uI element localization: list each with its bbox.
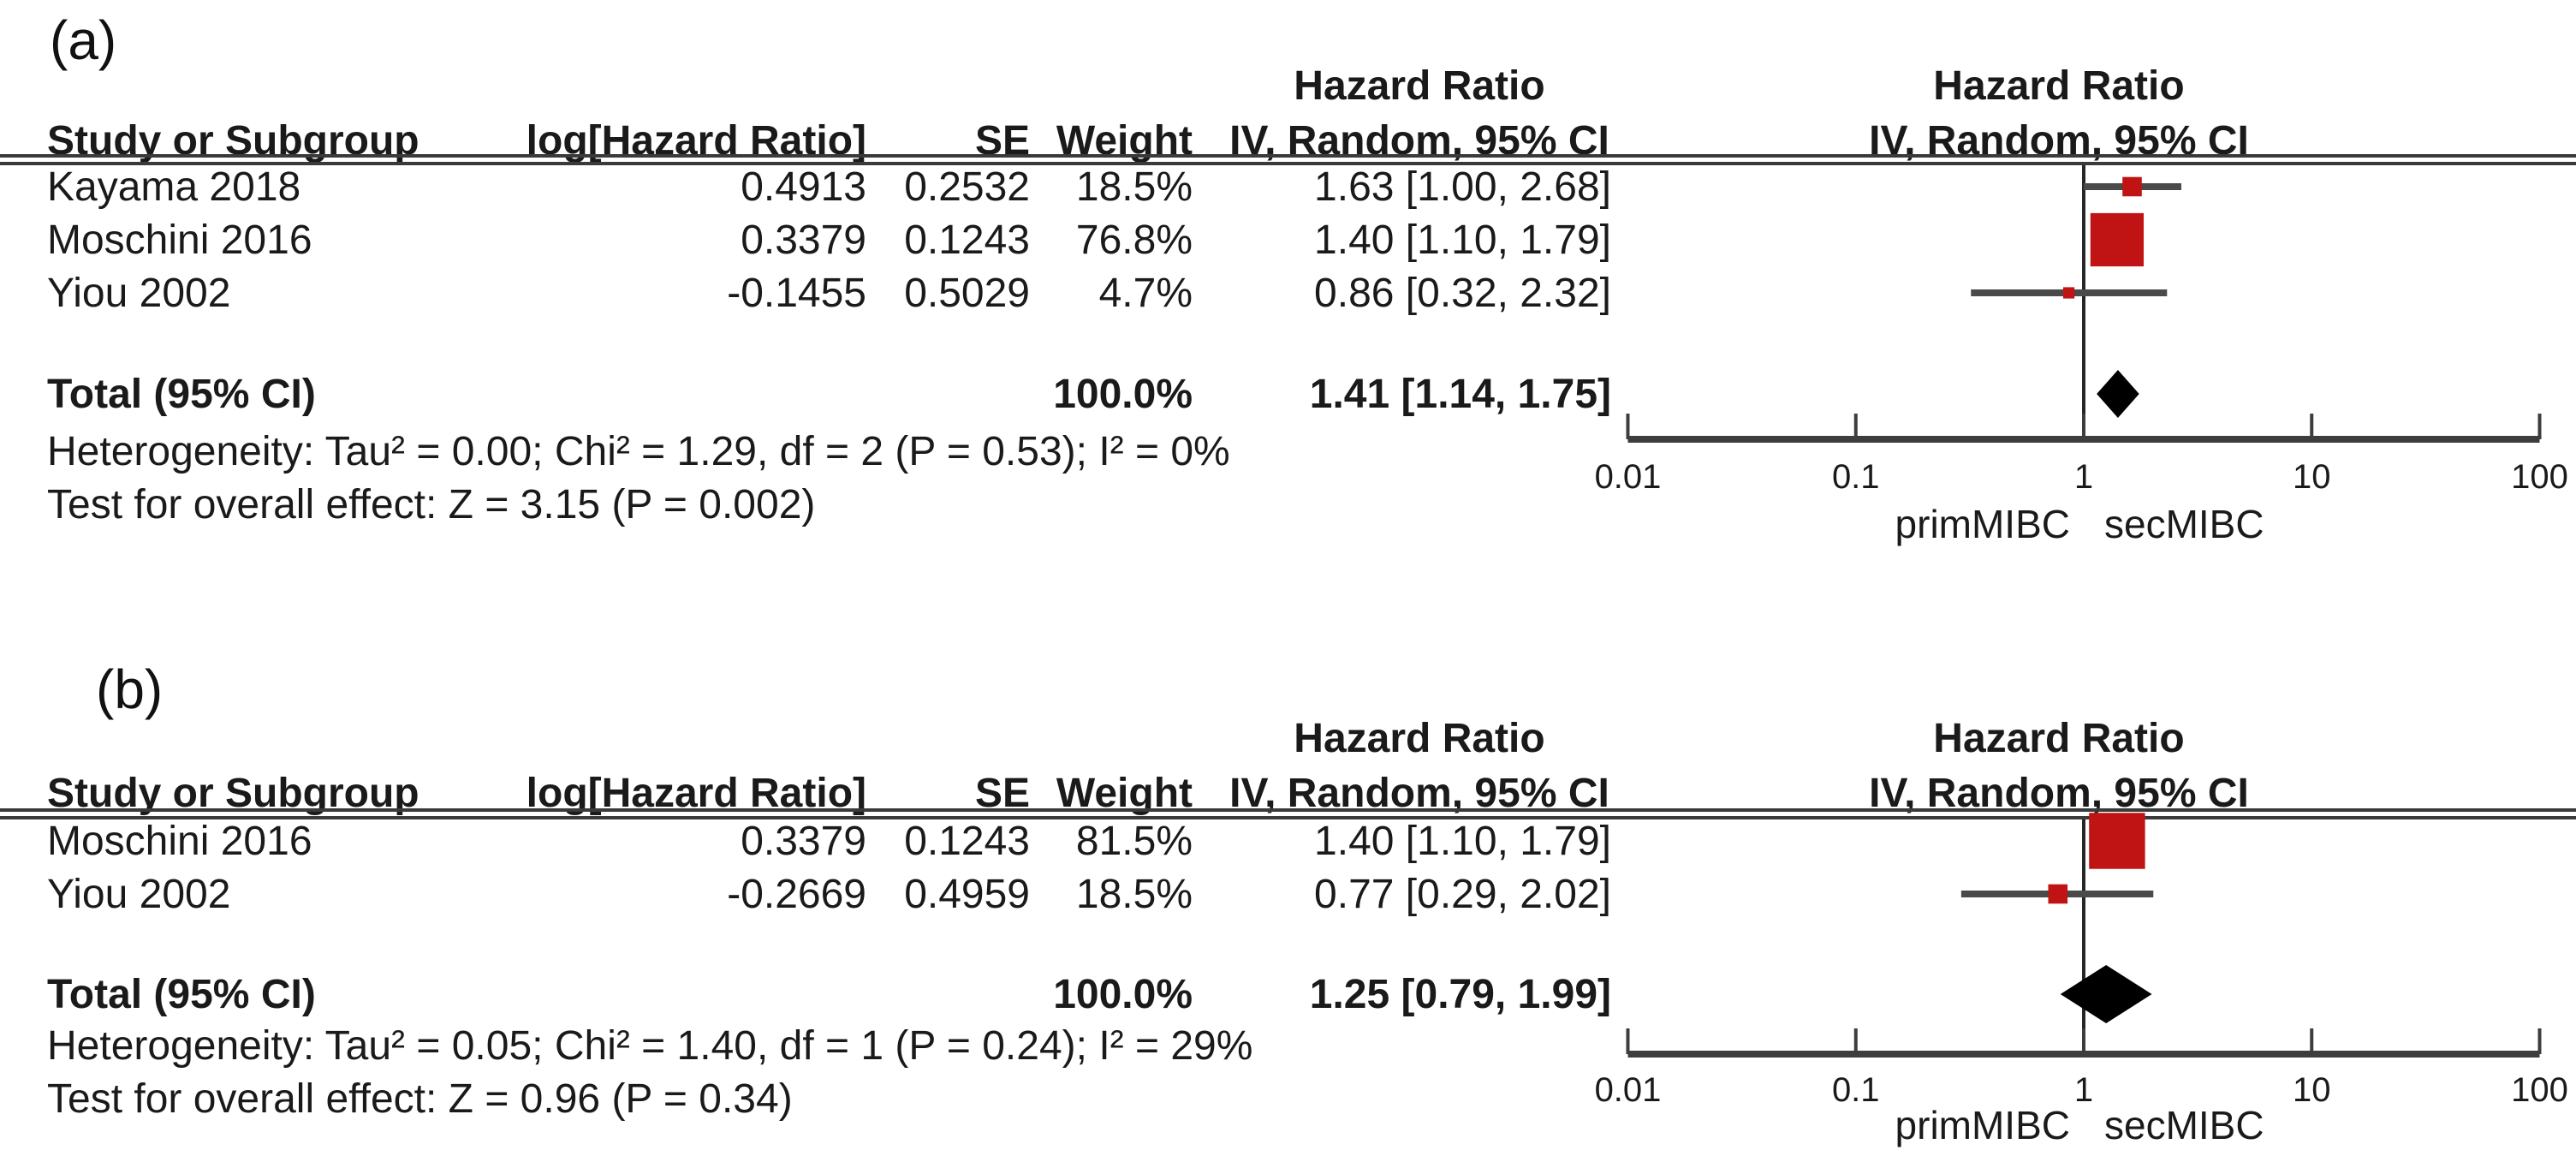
- study-name: Moschini 2016: [47, 819, 312, 864]
- loghr-value: 0.3379: [741, 217, 866, 263]
- ci-value: 1.40 [1.10, 1.79]: [1314, 819, 1611, 864]
- x-axis-tick-label: 10: [2293, 458, 2331, 496]
- total-label: Total (95% CI): [47, 972, 316, 1017]
- se-value: 0.4959: [904, 872, 1030, 917]
- favours-right-label: secMIBC: [2104, 502, 2264, 546]
- x-axis-tick-label: 100: [2511, 1071, 2568, 1109]
- effect-square: [2062, 287, 2075, 299]
- weight-value: 4.7%: [1098, 271, 1193, 316]
- heterogeneity-text: Heterogeneity: Tau² = 0.00; Chi² = 1.29,…: [47, 429, 1230, 474]
- study-name: Kayama 2018: [47, 164, 301, 210]
- ci-value: 0.86 [0.32, 2.32]: [1314, 271, 1611, 316]
- heterogeneity-text: Heterogeneity: Tau² = 0.05; Chi² = 1.40,…: [47, 1023, 1253, 1069]
- study-name: Yiou 2002: [47, 271, 231, 316]
- total-ci: 1.25 [0.79, 1.99]: [1309, 972, 1611, 1017]
- loghr-value: 0.3379: [741, 819, 866, 864]
- plot-column-title: Hazard Ratio: [1933, 716, 2185, 761]
- total-ci: 1.41 [1.14, 1.75]: [1309, 372, 1611, 417]
- weight-value: 18.5%: [1075, 164, 1193, 210]
- overall-effect-text: Test for overall effect: Z = 0.96 (P = 0…: [47, 1076, 793, 1122]
- header-weight: Weight: [1056, 771, 1193, 816]
- header-se: SE: [974, 771, 1030, 816]
- favours-right-label: secMIBC: [2104, 1103, 2264, 1147]
- ci-value: 0.77 [0.29, 2.02]: [1314, 872, 1611, 917]
- weight-value: 81.5%: [1075, 819, 1193, 864]
- x-axis-tick-label: 1: [2074, 458, 2093, 496]
- x-axis-tick-label: 0.1: [1832, 458, 1880, 496]
- effect-square: [2090, 212, 2145, 267]
- ci-value: 1.40 [1.10, 1.79]: [1314, 217, 1611, 263]
- total-weight: 100.0%: [1053, 972, 1193, 1017]
- effect-column-title: Hazard Ratio: [1294, 63, 1545, 109]
- x-axis-tick-label: 0.1: [1832, 1071, 1880, 1109]
- total-diamond: [2060, 965, 2152, 1023]
- loghr-value: 0.4913: [741, 164, 866, 210]
- total-weight: 100.0%: [1053, 372, 1193, 417]
- favours-left-label: primMIBC: [1895, 1103, 2070, 1147]
- header-rule: [0, 154, 2576, 165]
- header-rule: [0, 808, 2576, 819]
- total-label: Total (95% CI): [47, 372, 316, 417]
- weight-value: 18.5%: [1075, 872, 1193, 917]
- x-axis-tick-label: 100: [2511, 458, 2568, 496]
- x-axis-tick-label: 0.01: [1595, 1071, 1662, 1109]
- effect-square: [2089, 813, 2145, 869]
- header-ci: IV, Random, 95% CI: [1229, 771, 1609, 816]
- header-study: Study or Subgroup: [47, 771, 419, 816]
- panel-b-label: (b): [96, 658, 164, 720]
- plot-column-title: Hazard Ratio: [1933, 63, 2185, 109]
- se-value: 0.2532: [904, 164, 1030, 210]
- x-axis-tick-label: 0.01: [1595, 458, 1662, 496]
- favours-left-label: primMIBC: [1895, 502, 2070, 546]
- x-axis-tick-label: 10: [2293, 1071, 2331, 1109]
- weight-value: 76.8%: [1075, 217, 1193, 263]
- study-name: Moschini 2016: [47, 217, 312, 263]
- loghr-value: -0.1455: [727, 271, 866, 316]
- total-diamond: [2097, 370, 2139, 418]
- effect-square: [2048, 884, 2068, 904]
- se-value: 0.1243: [904, 217, 1030, 263]
- effect-column-title: Hazard Ratio: [1294, 716, 1545, 761]
- se-value: 0.1243: [904, 819, 1030, 864]
- effect-square: [2122, 176, 2142, 197]
- plot-column-subtitle: IV, Random, 95% CI: [1869, 771, 2249, 816]
- loghr-value: -0.2669: [727, 872, 866, 917]
- overall-effect-text: Test for overall effect: Z = 3.15 (P = 0…: [47, 482, 816, 527]
- study-name: Yiou 2002: [47, 872, 231, 917]
- ci-value: 1.63 [1.00, 2.68]: [1314, 164, 1611, 210]
- header-loghr: log[Hazard Ratio]: [526, 771, 866, 816]
- x-axis-tick-label: 1: [2074, 1071, 2093, 1109]
- panel-a-label: (a): [50, 9, 117, 71]
- se-value: 0.5029: [904, 271, 1030, 316]
